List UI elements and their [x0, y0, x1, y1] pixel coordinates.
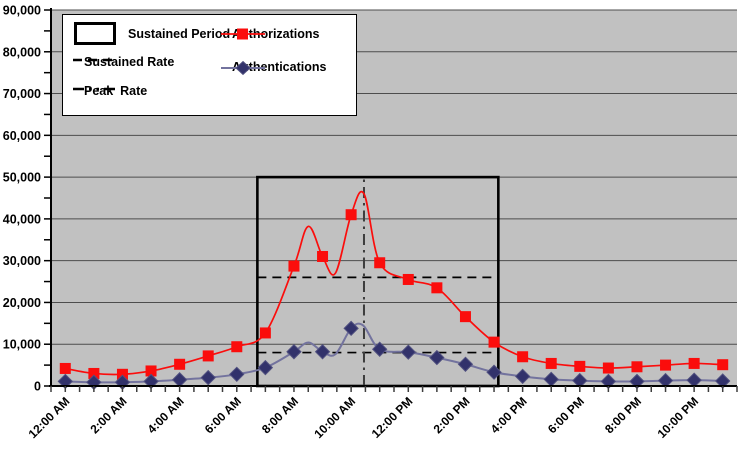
y-tick-label: 50,000	[3, 171, 41, 185]
authentications-marker	[343, 320, 359, 337]
authorizations-marker	[231, 341, 243, 353]
legend-item-sustained-rate: Sustained Rate	[72, 55, 174, 69]
x-tick-label: 4:00 AM	[145, 394, 187, 436]
y-tick-label: 20,000	[3, 296, 41, 310]
authentications-marker	[400, 344, 416, 360]
blue-diamond-series-swatch-icon	[221, 60, 265, 76]
legend-item-authorizations: Authorizations	[221, 27, 320, 41]
authorizations-marker	[517, 351, 529, 363]
legend-item-peak-rate: Peak Rate	[72, 84, 147, 98]
legend: Sustained Period Sustained Rate Peak Rat…	[62, 14, 357, 116]
y-tick-label: 70,000	[3, 87, 41, 101]
authorizations-marker	[202, 350, 214, 362]
legend-label: Sustained Rate	[84, 55, 175, 69]
authorizations-marker	[631, 361, 643, 373]
legend-label: Sustained Period	[128, 26, 231, 41]
authorizations-marker	[688, 357, 700, 369]
authorizations-marker	[345, 209, 357, 221]
authorizations-marker	[174, 358, 186, 370]
authorizations-marker	[459, 311, 471, 323]
y-tick-label: 30,000	[3, 254, 41, 268]
authentications-marker	[314, 344, 331, 360]
authorizations-marker	[602, 362, 614, 374]
x-tick-label: 4:00 PM	[488, 394, 530, 436]
authorizations-marker	[317, 250, 329, 262]
sustained-period-swatch-icon	[74, 22, 116, 45]
authorizations-marker	[660, 359, 672, 371]
authorizations-marker	[116, 368, 128, 380]
x-tick-label: 6:00 AM	[202, 394, 244, 436]
authentications-marker	[457, 356, 474, 372]
authorizations-marker	[545, 357, 557, 369]
dashed-line-swatch-icon	[73, 58, 113, 62]
authentications-marker	[372, 341, 388, 357]
authorizations-marker	[59, 362, 71, 374]
authorizations-marker	[431, 282, 443, 294]
authorizations-marker	[259, 327, 271, 339]
dash-dot-line-swatch-icon	[73, 87, 117, 91]
x-tick-label: 10:00 PM	[655, 394, 702, 441]
authentications-marker	[229, 366, 245, 383]
legend-label: Authorizations	[232, 27, 320, 41]
authorizations-marker	[488, 336, 500, 348]
authentications-marker	[200, 369, 216, 386]
authentications-marker	[429, 349, 445, 366]
x-tick-label: 12:00 PM	[369, 394, 416, 441]
authentications-marker	[514, 368, 531, 385]
legend-label: Authentications	[232, 60, 327, 74]
authorizations-marker	[717, 359, 729, 371]
y-tick-label: 60,000	[3, 129, 41, 143]
x-tick-label: 2:00 PM	[431, 394, 473, 436]
legend-item-authentications: Authentications	[221, 60, 327, 76]
authentications-line	[65, 322, 723, 384]
y-tick-label: 80,000	[3, 45, 41, 59]
x-tick-label: 6:00 PM	[545, 394, 587, 436]
authorizations-marker	[288, 260, 300, 272]
y-tick-label: 90,000	[3, 4, 41, 18]
red-square-series-swatch-icon	[221, 28, 265, 40]
legend-item-sustained-period: Sustained Period	[74, 22, 230, 45]
authorizations-marker	[402, 273, 414, 285]
x-tick-label: 10:00 AM	[311, 394, 358, 441]
x-tick-label: 2:00 AM	[87, 394, 129, 436]
x-tick-label: 12:00 AM	[26, 394, 73, 441]
x-tick-label: 8:00 AM	[259, 394, 301, 436]
authentications-marker	[486, 364, 502, 380]
authorizations-marker	[145, 365, 157, 377]
authorizations-marker	[374, 257, 386, 269]
y-tick-label: 0	[34, 380, 41, 394]
x-tick-label: 8:00 PM	[602, 394, 644, 436]
legend-label: Peak Rate	[84, 84, 148, 98]
authentications-marker	[257, 359, 274, 376]
authentications-marker	[286, 344, 302, 360]
authorizations-marker	[88, 367, 100, 379]
authorizations-marker	[574, 360, 586, 372]
y-tick-label: 10,000	[3, 338, 41, 352]
authorizations-line	[65, 190, 723, 376]
y-tick-label: 40,000	[3, 212, 41, 226]
